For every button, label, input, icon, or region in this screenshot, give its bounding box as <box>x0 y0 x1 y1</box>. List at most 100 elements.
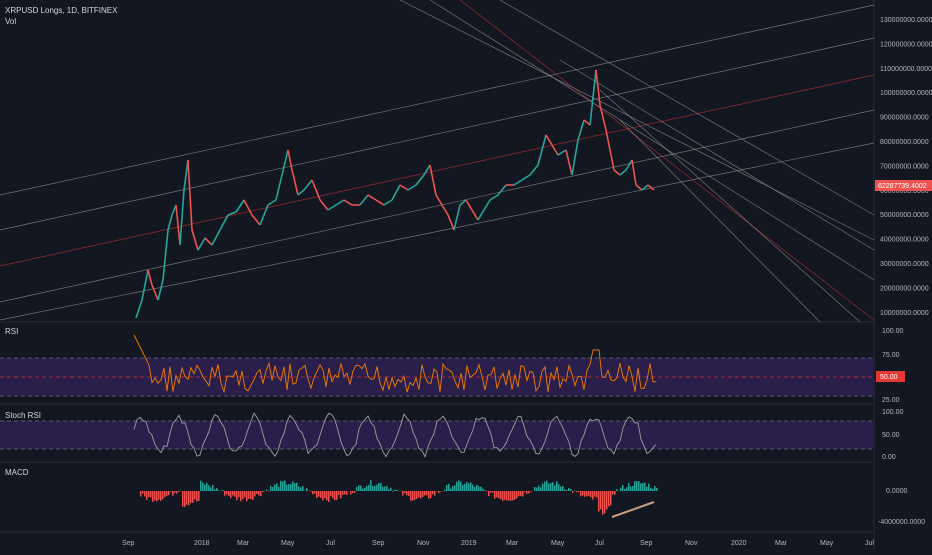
macd-bar <box>386 486 388 491</box>
macd-bar <box>316 491 318 498</box>
macd-bar <box>576 491 578 492</box>
macd-bar <box>294 483 296 491</box>
rsi-label[interactable]: RSI <box>5 327 18 336</box>
macd-bar <box>218 490 220 491</box>
macd-bar <box>552 482 554 491</box>
macd-bar <box>414 491 416 500</box>
macd-bar <box>396 490 398 491</box>
macd-bar <box>296 483 298 491</box>
macd-bar <box>608 491 610 506</box>
macd-label[interactable]: MACD <box>5 468 29 477</box>
macd-bar <box>140 491 142 497</box>
last-price-value: 62287739.4002 <box>878 183 927 190</box>
time-tick: Mar <box>237 540 250 547</box>
macd-bar <box>164 491 166 497</box>
macd-bar <box>456 482 458 491</box>
macd-bar <box>312 491 314 494</box>
macd-bar <box>202 482 204 491</box>
macd-bar <box>508 491 510 500</box>
time-tick: 2018 <box>194 540 210 547</box>
stoch-rsi-label[interactable]: Stoch RSI <box>5 411 41 420</box>
macd-bar <box>284 480 286 491</box>
macd-bar <box>448 484 450 491</box>
macd-bar <box>178 491 180 492</box>
macd-bar <box>472 485 474 491</box>
macd-bar <box>360 486 362 491</box>
macd-bar <box>644 483 646 491</box>
price-tick: 20000000.0000 <box>880 285 929 292</box>
svg-text:0.0000: 0.0000 <box>886 488 908 495</box>
macd-bar <box>162 491 164 499</box>
price-tick: 40000000.0000 <box>880 237 929 244</box>
stoch-band <box>0 421 874 449</box>
macd-bar <box>594 491 596 497</box>
macd-bar <box>612 491 614 495</box>
macd-bar <box>176 491 178 493</box>
macd-bar <box>560 487 562 491</box>
svg-text:-4000000.0000: -4000000.0000 <box>878 519 925 526</box>
macd-bar <box>412 491 414 501</box>
macd-bar <box>622 485 624 491</box>
macd-bar <box>642 483 644 491</box>
svg-text:75.00: 75.00 <box>882 352 900 359</box>
macd-bar <box>298 486 300 491</box>
svg-text:25.00: 25.00 <box>882 397 900 404</box>
macd-bar <box>570 489 572 491</box>
macd-bar <box>222 490 224 491</box>
macd-bar <box>624 489 626 491</box>
macd-bar <box>476 485 478 491</box>
macd-bar <box>174 491 176 493</box>
macd-bar <box>488 491 490 496</box>
macd-bar <box>590 491 592 497</box>
macd-bar <box>402 491 404 496</box>
macd-bar <box>232 491 234 495</box>
macd-bar <box>336 491 338 500</box>
macd-bar <box>268 491 270 492</box>
svg-text:0.00: 0.00 <box>882 454 896 461</box>
time-tick: Sep <box>122 540 135 547</box>
macd-bar <box>226 491 228 494</box>
macd-bar <box>462 485 464 491</box>
macd-bar <box>636 481 638 491</box>
macd-bar <box>654 486 656 491</box>
macd-bar <box>340 491 342 499</box>
macd-bar <box>196 491 198 501</box>
macd-bar <box>494 491 496 499</box>
macd-bar <box>248 491 250 499</box>
macd-bar <box>466 482 468 491</box>
macd-bar <box>640 483 642 491</box>
macd-bar <box>280 481 282 491</box>
time-tick: Nov <box>685 540 698 547</box>
macd-bar <box>418 491 420 497</box>
macd-bar <box>426 491 428 495</box>
macd-bar <box>184 491 186 507</box>
macd-bar <box>410 491 412 501</box>
macd-bar <box>210 487 212 491</box>
macd-bar <box>274 485 276 491</box>
macd-bar <box>344 491 346 494</box>
macd-bar <box>272 487 274 491</box>
macd-bar <box>370 480 372 491</box>
macd-bar <box>288 484 290 491</box>
symbol-title[interactable]: XRPUSD Longs, 1D, BITFINEX <box>5 6 117 15</box>
macd-bar <box>486 491 488 492</box>
macd-bar <box>206 483 208 491</box>
macd-bar <box>168 491 170 495</box>
macd-bar <box>322 491 324 500</box>
macd-bar <box>602 491 604 515</box>
price-tick: 90000000.0000 <box>880 115 929 122</box>
macd-bar <box>374 486 376 491</box>
macd-bar <box>548 484 550 491</box>
macd-bar <box>244 491 246 497</box>
time-tick: 2019 <box>461 540 477 547</box>
macd-bar <box>158 491 160 500</box>
macd-bar <box>190 491 192 503</box>
macd-bar <box>620 488 622 491</box>
macd-bar <box>382 487 384 491</box>
macd-bar <box>416 491 418 499</box>
macd-bar <box>200 481 202 491</box>
volume-label[interactable]: Vol <box>5 17 16 26</box>
time-tick: Sep <box>640 540 653 547</box>
